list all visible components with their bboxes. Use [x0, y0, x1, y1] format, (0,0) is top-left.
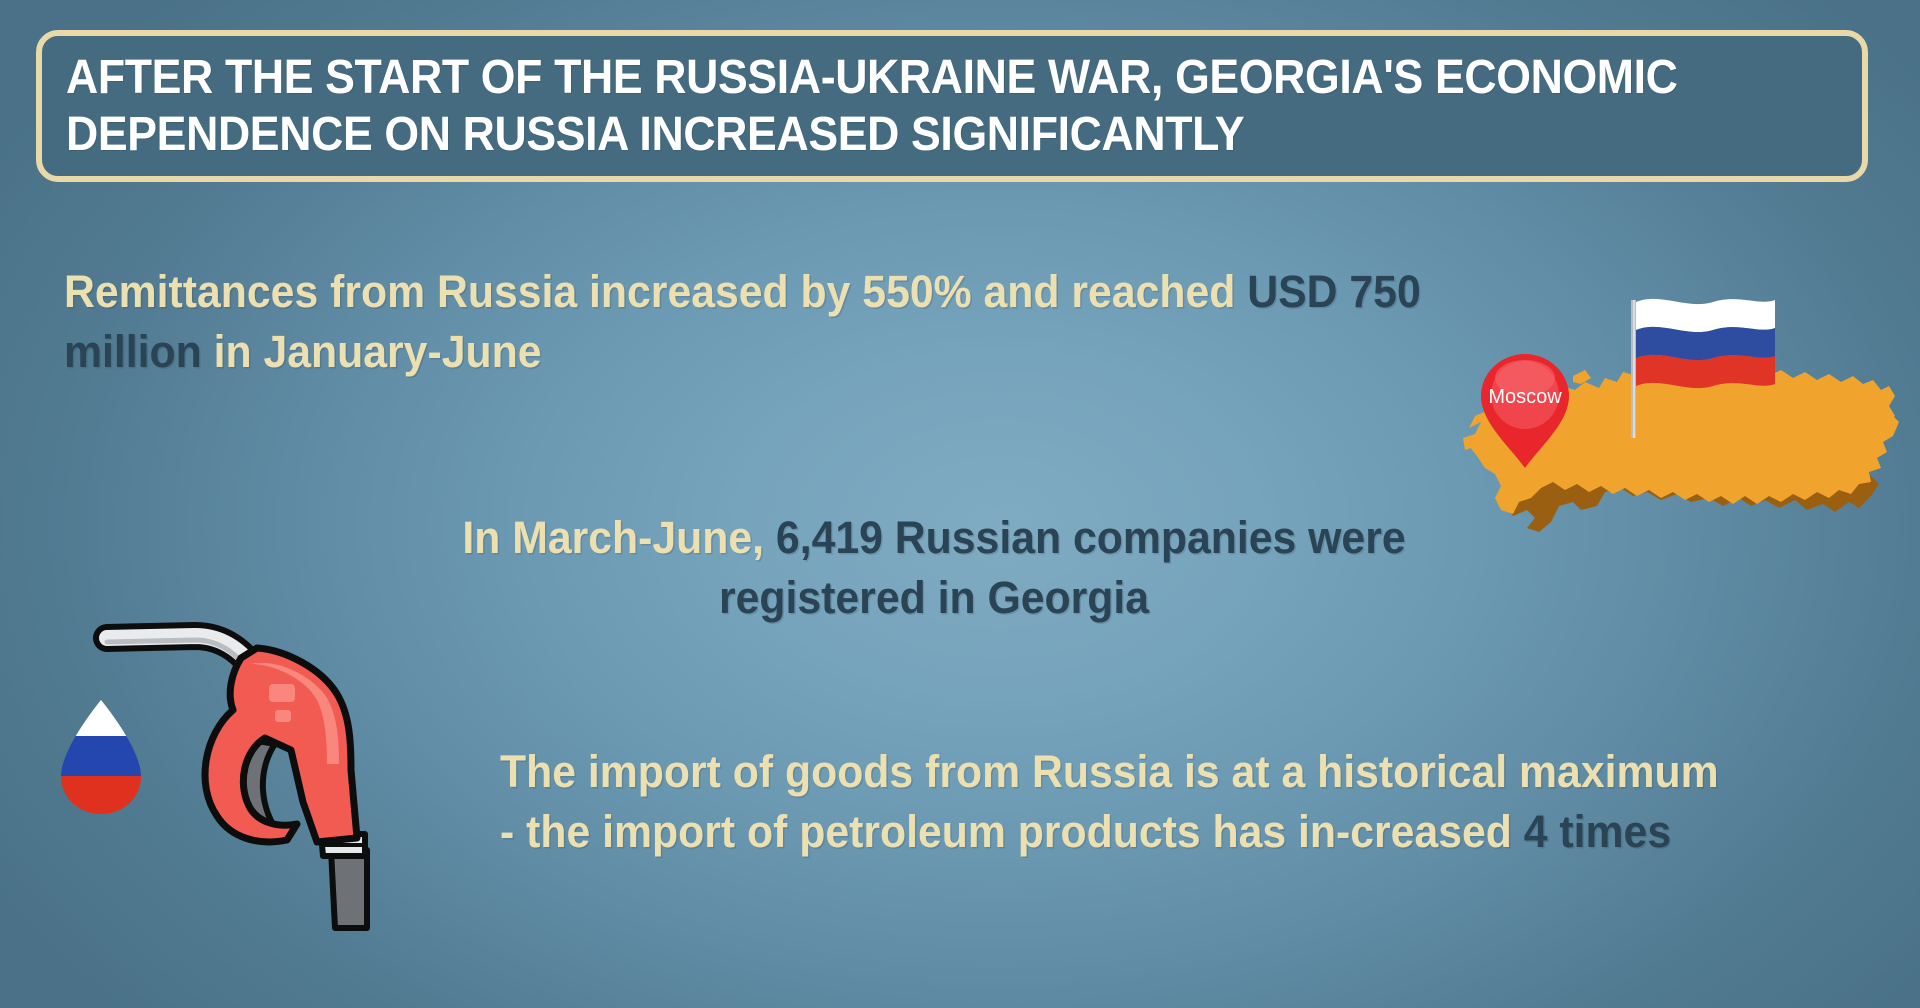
statement-imports-segment-2: 4 times [1523, 805, 1672, 857]
statement-remittances-segment-1: Remittances from Russia increased by 550… [64, 266, 1248, 317]
title-box: AFTER THE START OF THE RUSSIA-UKRAINE WA… [36, 30, 1868, 182]
fuel-nozzle-svg [61, 622, 370, 931]
russia-map-shape [1463, 352, 1899, 514]
nozzle-body-icon [201, 644, 361, 846]
fuel-nozzle-illustration [45, 598, 445, 948]
page-title: AFTER THE START OF THE RUSSIA-UKRAINE WA… [66, 51, 1678, 161]
russian-flag-icon [1631, 298, 1775, 438]
statement-remittances-segment-2: USD 750 million [64, 266, 1421, 377]
moscow-pin-label: Moscow [1488, 386, 1562, 408]
statement-imports-segment-1: The import of goods from Russia is at a … [500, 746, 1719, 857]
statement-imports: The import of goods from Russia is at a … [500, 742, 1735, 862]
statement-companies-segment-1: In March-June, [462, 512, 776, 563]
russian-flag-fuel-droplet-icon [61, 700, 141, 814]
statement-companies-segment-2: 6,419 Russian companies were registered … [718, 512, 1406, 623]
fuel-hose-icon [328, 847, 370, 931]
statement-companies: In March-June, 6,419 Russian companies w… [402, 508, 1466, 628]
statement-remittances: Remittances from Russia increased by 550… [64, 262, 1470, 382]
moscow-map-pin-icon: Moscow [1481, 354, 1569, 468]
russia-map-svg: Moscow [1463, 298, 1899, 532]
statement-remittances-segment-3: in January-June [213, 325, 542, 377]
russia-map-illustration: Moscow [1455, 270, 1915, 570]
